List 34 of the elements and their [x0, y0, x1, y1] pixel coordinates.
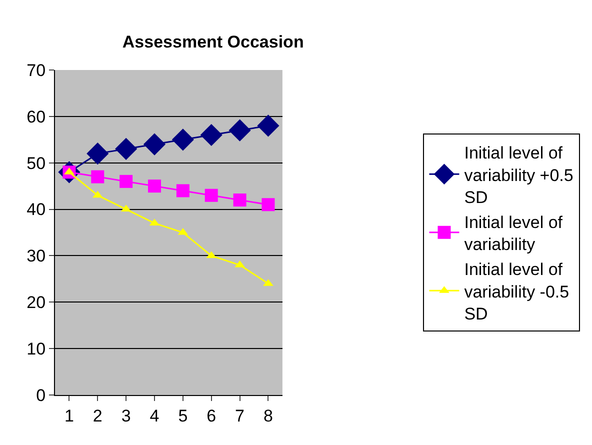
- point: [143, 133, 166, 156]
- point: [172, 128, 194, 151]
- x-tick-label: 8: [263, 406, 273, 426]
- x-tick-label: 7: [235, 406, 245, 426]
- y-tick-label: 0: [36, 386, 46, 405]
- point: [204, 188, 218, 202]
- y-tick-label: 70: [26, 60, 46, 80]
- y-tick-label: 20: [26, 293, 46, 312]
- x-tick-label: 2: [92, 406, 102, 426]
- legend-label: Initial level of variability +0.5 SD: [464, 144, 574, 207]
- point: [120, 174, 133, 188]
- point: [257, 114, 280, 137]
- y-tick-label: 60: [26, 107, 46, 126]
- y-tick-label: 10: [26, 340, 46, 359]
- point: [233, 194, 246, 206]
- point: [228, 119, 251, 142]
- x-tick-label: 5: [178, 406, 188, 426]
- point: [115, 138, 138, 160]
- y-tick-label: 40: [26, 200, 46, 220]
- chart-title: Assessment Occasion: [122, 32, 304, 52]
- y-tick-label: 50: [26, 154, 46, 173]
- legend-label: Initial level of variability -0.5 SD: [464, 260, 570, 324]
- point: [200, 124, 222, 146]
- legend-label: Initial level of variability: [464, 212, 563, 254]
- point: [262, 198, 275, 212]
- x-tick-label: 1: [64, 406, 74, 426]
- y-tick-label: 30: [26, 246, 46, 266]
- point: [176, 184, 190, 198]
- point: [86, 142, 109, 165]
- x-tick-label: 4: [150, 406, 160, 426]
- point: [91, 170, 104, 184]
- x-tick-label: 3: [121, 406, 131, 426]
- point: [148, 180, 161, 193]
- x-tick-label: 6: [206, 406, 216, 426]
